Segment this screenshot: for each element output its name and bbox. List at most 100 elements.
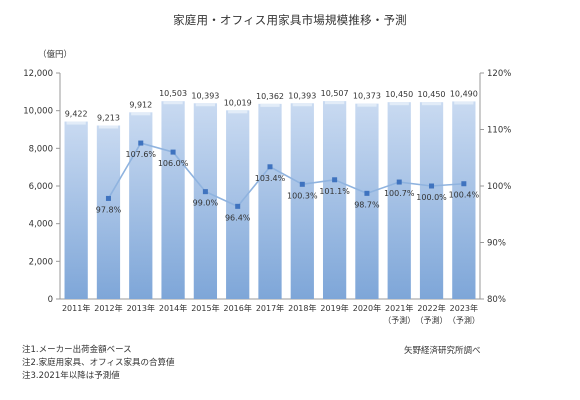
growth-rate-label: 99.0%: [193, 199, 219, 208]
left-tick-label: 6,000: [29, 182, 53, 192]
chart-labels: 9,422 9,213 9,912 10,503 10,393 10,019 10,362 1…: [62, 89, 480, 325]
bar-series: [64, 101, 476, 300]
bar: [258, 103, 282, 299]
note-2: 注2.家庭用家具、オフィス家具の合算値: [22, 358, 175, 368]
growth-point-marker: [202, 189, 208, 195]
left-tick-label: 0: [48, 295, 53, 305]
note-1: 注1.メーカー出荷金額ベース: [22, 345, 132, 355]
growth-point-marker: [364, 190, 370, 196]
left-tick-label: 4,000: [29, 220, 53, 230]
bar-highlight: [454, 101, 474, 105]
growth-point-marker: [105, 195, 111, 201]
chart-notes: 注1.メーカー出荷金額ベース 注2.家庭用家具、オフィス家具の合算値 注3.20…: [22, 344, 174, 383]
x-tick-label: 2020年: [353, 303, 381, 313]
bar: [290, 103, 314, 299]
growth-point-marker: [138, 140, 144, 146]
right-tick-label: 120%: [487, 69, 511, 79]
right-tick-label: 110%: [487, 126, 511, 136]
x-tick-sublabel: （予測）: [383, 315, 415, 325]
source-credit: 矢野経済研究所調べ: [404, 346, 481, 356]
growth-point-marker: [332, 177, 338, 183]
bar-highlight: [324, 101, 345, 105]
bar-value-label: 10,393: [288, 91, 316, 100]
bar-value-label: 10,507: [321, 89, 349, 98]
growth-point-marker: [429, 183, 435, 189]
left-tick-label: 2,000: [29, 257, 53, 267]
bar: [387, 102, 411, 299]
growth-point-marker: [396, 179, 402, 185]
growth-point-marker: [299, 181, 305, 187]
growth-rate-label: 97.8%: [96, 205, 122, 214]
growth-line: [107, 142, 464, 208]
bar-value-label: 10,393: [191, 91, 219, 100]
bar-value-label: 9,422: [65, 110, 88, 119]
bar-highlight: [389, 102, 409, 106]
growth-rate-label: 100.7%: [384, 189, 415, 198]
growth-point-marker: [461, 181, 467, 187]
growth-point-marker: [267, 164, 273, 170]
left-tick-label: 8,000: [29, 144, 53, 154]
bar-value-label: 9,213: [97, 113, 120, 122]
bar-highlight: [228, 110, 248, 114]
bar-highlight: [357, 103, 377, 107]
bar-highlight: [163, 101, 183, 105]
growth-rate-label: 100.4%: [449, 191, 480, 200]
bar-value-label: 9,912: [129, 100, 152, 109]
bar: [193, 103, 218, 299]
bar: [322, 101, 347, 299]
bar: [419, 102, 444, 299]
growth-rate-label: 107.6%: [126, 150, 157, 159]
left-tick-label: 10,000: [23, 107, 53, 117]
right-tick-label: 90%: [487, 239, 506, 249]
bar: [355, 103, 379, 299]
note-3: 注3.2021年以降は予測値: [22, 371, 120, 381]
bar-value-label: 10,019: [224, 98, 252, 107]
x-tick-label: 2012年: [94, 303, 122, 313]
right-tick-label: 100%: [487, 182, 511, 192]
x-tick-label: 2019年: [320, 303, 348, 313]
bar: [129, 112, 153, 299]
bar: [64, 121, 88, 299]
growth-rate-label: 96.4%: [225, 213, 251, 222]
x-tick-label: 2013年: [127, 303, 155, 313]
x-tick-label: 2016年: [224, 303, 252, 313]
growth-rate-label: 98.7%: [354, 200, 380, 209]
bar-value-label: 10,490: [450, 89, 478, 98]
chart-title: 家庭用・オフィス用家具市場規模推移・予測: [173, 13, 407, 27]
bar: [452, 101, 476, 300]
bar-highlight: [195, 103, 216, 107]
x-tick-sublabel: （予測）: [416, 315, 448, 325]
growth-rate-label: 101.1%: [319, 187, 350, 196]
x-tick-label: 2017年: [256, 303, 284, 313]
growth-rate-label: 103.4%: [255, 174, 286, 183]
growth-rate-label: 100.3%: [287, 191, 318, 200]
bar-value-label: 10,450: [418, 90, 446, 99]
bar-highlight: [421, 102, 442, 106]
bar-highlight: [292, 103, 312, 107]
right-tick-label: 80%: [487, 295, 506, 305]
bar-value-label: 10,450: [385, 90, 413, 99]
x-tick-sublabel: （予測）: [448, 315, 480, 325]
bar-highlight: [98, 125, 119, 129]
x-tick-label: 2015年: [191, 303, 219, 313]
left-tick-label: 12,000: [23, 69, 53, 79]
x-tick-label: 2023年: [450, 303, 478, 313]
bar-highlight: [260, 103, 280, 107]
bar: [96, 125, 121, 300]
x-tick-label: 2011年: [62, 303, 90, 313]
bar-value-label: 10,373: [353, 92, 381, 101]
growth-point-marker: [235, 203, 241, 209]
y-axis-unit-label: （億円）: [38, 50, 73, 60]
x-tick-label: 2021年: [385, 303, 413, 313]
bar-value-label: 10,362: [256, 92, 284, 101]
x-tick-label: 2018年: [288, 303, 316, 313]
bar: [161, 101, 185, 299]
growth-line-series: [105, 140, 467, 209]
bar-highlight: [131, 112, 151, 116]
x-tick-label: 2014年: [159, 303, 187, 313]
x-tick-label: 2022年: [417, 303, 445, 313]
growth-rate-label: 100.0%: [416, 193, 447, 202]
growth-rate-label: 106.0%: [158, 159, 189, 168]
bar-highlight: [66, 121, 86, 125]
